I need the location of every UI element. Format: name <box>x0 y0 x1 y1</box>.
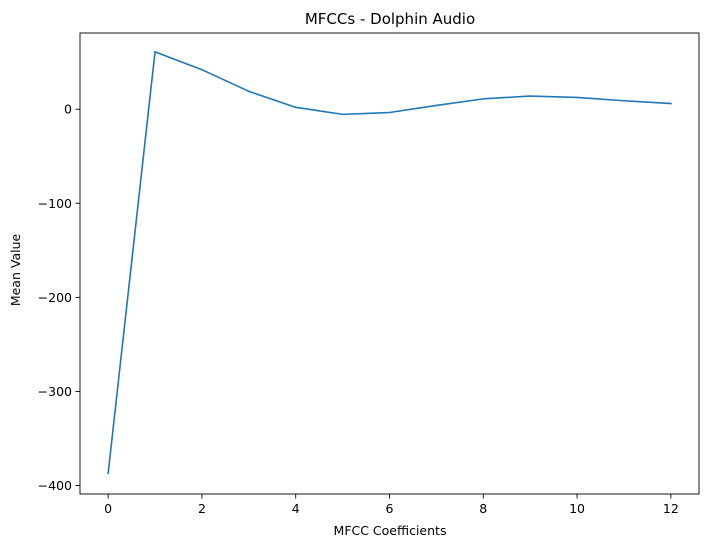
plot-area: 0 2 4 6 8 10 12 −400 −300 −200 −100 0 <box>38 32 700 516</box>
x-tick-label: 0 <box>104 501 112 516</box>
x-axis-label: MFCC Coefficients <box>334 523 447 538</box>
x-tick-label: 8 <box>479 501 487 516</box>
data-point <box>576 96 578 99</box>
y-tick-label: −400 <box>38 478 72 493</box>
y-tick-label: −100 <box>38 196 72 211</box>
data-point <box>341 113 344 116</box>
y-tick-label: −200 <box>38 290 72 305</box>
data-point <box>529 95 531 97</box>
x-tick-label: 2 <box>198 501 206 516</box>
data-point <box>435 104 438 107</box>
data-point <box>670 102 672 105</box>
data-point <box>388 111 391 114</box>
y-axis-label: Mean Value <box>8 234 23 307</box>
chart-title: MFCCs - Dolphin Audio <box>305 10 475 28</box>
x-tick-label: 12 <box>663 501 679 516</box>
data-point <box>623 99 625 102</box>
x-tick-label: 10 <box>569 501 585 516</box>
data-point <box>154 51 156 53</box>
data-point <box>107 472 109 475</box>
data-point <box>248 90 250 93</box>
y-tick-label: 0 <box>64 102 72 117</box>
x-tick-label: 4 <box>292 501 300 516</box>
x-tick-label: 6 <box>386 501 394 516</box>
y-tick-label: −300 <box>38 384 72 399</box>
axes-frame <box>79 32 700 495</box>
series-line-0 <box>107 51 672 475</box>
data-point <box>294 106 297 109</box>
data-point <box>482 98 485 100</box>
data-point <box>201 68 203 71</box>
